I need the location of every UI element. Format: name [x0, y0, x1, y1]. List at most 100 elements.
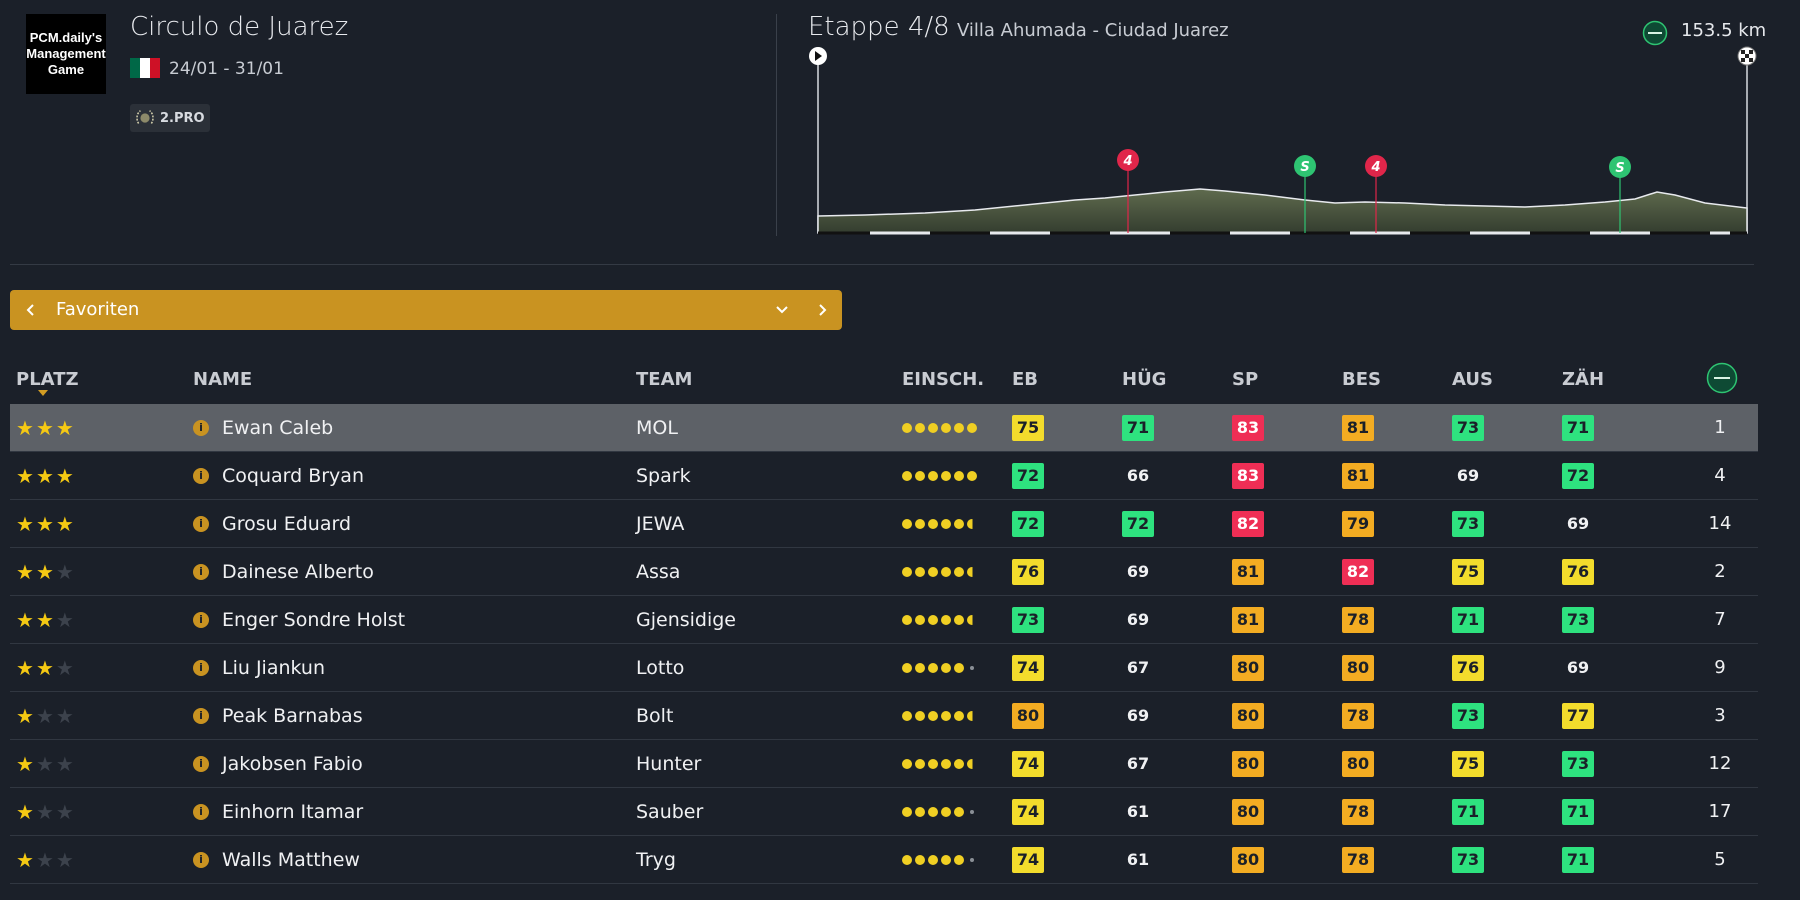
info-icon[interactable]: i: [193, 803, 209, 820]
header-name[interactable]: NAME: [193, 369, 253, 390]
rating-dot: [928, 854, 938, 865]
info-icon[interactable]: i: [193, 515, 209, 532]
table-row[interactable]: ★ ★ ★ i Coquard Bryan Spark 72 66 83 81 69 72 4: [10, 452, 1758, 500]
header-einsch[interactable]: EINSCH.: [902, 369, 985, 390]
rider-info-button[interactable]: i: [193, 500, 209, 547]
rating-dot: [941, 518, 951, 529]
stat-cell: 80: [1342, 740, 1374, 787]
info-icon[interactable]: i: [193, 851, 209, 868]
info-icon[interactable]: i: [193, 563, 209, 580]
finish-flag-icon: [1737, 46, 1757, 66]
header-zah[interactable]: ZÄH: [1562, 369, 1605, 390]
header-aus[interactable]: AUS: [1452, 369, 1493, 390]
stat-cell: 69: [1122, 692, 1154, 739]
rating-dots: [902, 692, 977, 739]
laurel-icon: [136, 110, 154, 124]
chevron-down-icon[interactable]: [765, 290, 799, 330]
rating-dots: [902, 740, 977, 787]
table-row[interactable]: ★ ★ ★ i Enger Sondre Holst Gjensidige 73 69 81 78…: [10, 596, 1758, 644]
info-icon[interactable]: i: [193, 419, 209, 436]
rider-name[interactable]: Walls Matthew: [222, 848, 360, 871]
favorite-stars: ★ ★ ★: [16, 548, 74, 595]
header-hug[interactable]: HÜG: [1122, 369, 1167, 390]
stat-cell: 78: [1342, 836, 1374, 883]
stat-value: 75: [1012, 414, 1044, 441]
header-platz[interactable]: PLATZ: [16, 369, 79, 390]
star-icon: ★: [35, 559, 54, 584]
rider-name[interactable]: Liu Jiankun: [222, 656, 326, 679]
rider-info-button[interactable]: i: [193, 548, 209, 595]
stat-cell: 76: [1452, 644, 1484, 691]
table-row[interactable]: ★ ★ ★ i Ewan Caleb MOL 75 71 83 81 73 71 1: [10, 404, 1758, 452]
stat-value: 79: [1342, 510, 1374, 537]
stat-cell: 61: [1122, 788, 1154, 835]
table-row[interactable]: ★ ★ ★ i Einhorn Itamar Sauber 74 61 80 78 71 71 17: [10, 788, 1758, 836]
rider-info-button[interactable]: i: [193, 452, 209, 499]
stat-value: 72: [1012, 510, 1044, 537]
chevron-left-icon[interactable]: [14, 290, 48, 330]
stat-cell: 81: [1232, 596, 1264, 643]
rating-dots: [902, 452, 977, 499]
rider-info-button[interactable]: i: [193, 740, 209, 787]
rating-dot: [954, 854, 964, 865]
rider-info-button[interactable]: i: [193, 836, 209, 883]
rating-dot: [928, 422, 938, 433]
table-row[interactable]: ★ ★ ★ i Jakobsen Fabio Hunter 74 67 80 80 75 73 12: [10, 740, 1758, 788]
info-icon[interactable]: i: [193, 467, 209, 484]
rider-name[interactable]: Dainese Alberto: [222, 560, 374, 583]
rider-info-button[interactable]: i: [193, 596, 209, 643]
info-icon[interactable]: i: [193, 659, 209, 676]
rider-name[interactable]: Einhorn Itamar: [222, 800, 364, 823]
rider-name[interactable]: Coquard Bryan: [222, 464, 364, 487]
star-icon: ★: [16, 415, 34, 440]
rider-name[interactable]: Ewan Caleb: [222, 416, 334, 439]
stat-cell: 72: [1012, 500, 1044, 547]
race-dates: 24/01 - 31/01: [169, 59, 284, 79]
flat-stage-icon[interactable]: [1706, 362, 1738, 394]
stat-cell: 80: [1232, 692, 1264, 739]
rider-info-button[interactable]: i: [193, 644, 209, 691]
stat-value: 71: [1562, 798, 1594, 825]
star-icon: ★: [35, 751, 54, 776]
star-icon: ★: [35, 607, 54, 632]
stat-value: 83: [1232, 462, 1264, 489]
header-team[interactable]: TEAM: [636, 369, 693, 390]
header-eb[interactable]: EB: [1012, 369, 1039, 390]
info-icon[interactable]: i: [193, 707, 209, 724]
rating-dot: [954, 518, 964, 529]
rider-info-button[interactable]: i: [193, 404, 209, 451]
rating-dot-half: [967, 758, 977, 769]
rider-team: Lotto: [636, 656, 685, 679]
rating-dot: [902, 854, 912, 865]
table-row[interactable]: ★ ★ ★ i Dainese Alberto Assa 76 69 81 82 75 76 2: [10, 548, 1758, 596]
stat-cell: 81: [1232, 548, 1264, 595]
sprint-marker: S: [1294, 155, 1316, 233]
rider-name[interactable]: Peak Barnabas: [222, 704, 363, 727]
rider-info-button[interactable]: i: [193, 692, 209, 739]
table-row[interactable]: ★ ★ ★ i Walls Matthew Tryg 74 61 80 78 73 71 5: [10, 836, 1758, 884]
rider-name[interactable]: Enger Sondre Holst: [222, 608, 406, 631]
star-icon: ★: [16, 607, 34, 632]
star-icon: ★: [55, 799, 74, 824]
star-icon: ★: [16, 847, 34, 872]
table-row[interactable]: ★ ★ ★ i Peak Barnabas Bolt 80 69 80 78 73 77 3: [10, 692, 1758, 740]
rider-name[interactable]: Grosu Eduard: [222, 512, 352, 535]
table-row[interactable]: ★ ★ ★ i Grosu Eduard JEWA 72 72 82 79 73 69 14: [10, 500, 1758, 548]
stat-cell: 74: [1012, 836, 1044, 883]
info-icon[interactable]: i: [193, 611, 209, 628]
table-row[interactable]: ★ ★ ★ i Liu Jiankun Lotto 74 67 80 80 76 69 9: [10, 644, 1758, 692]
favorites-selector[interactable]: Favoriten: [10, 290, 842, 330]
rider-info-button[interactable]: i: [193, 788, 209, 835]
stat-value: 74: [1012, 654, 1044, 681]
svg-text:S: S: [1615, 161, 1624, 176]
rider-name[interactable]: Jakobsen Fabio: [222, 752, 363, 775]
chevron-right-icon[interactable]: [805, 290, 839, 330]
section-divider: [10, 264, 1754, 265]
rating-dots: [902, 644, 974, 691]
info-icon[interactable]: i: [193, 755, 209, 772]
stat-value: 73: [1452, 510, 1484, 537]
stat-value: 69: [1126, 609, 1150, 629]
header-bes[interactable]: BES: [1342, 369, 1381, 390]
header-sp[interactable]: SP: [1232, 369, 1259, 390]
stat-value: 83: [1232, 414, 1264, 441]
